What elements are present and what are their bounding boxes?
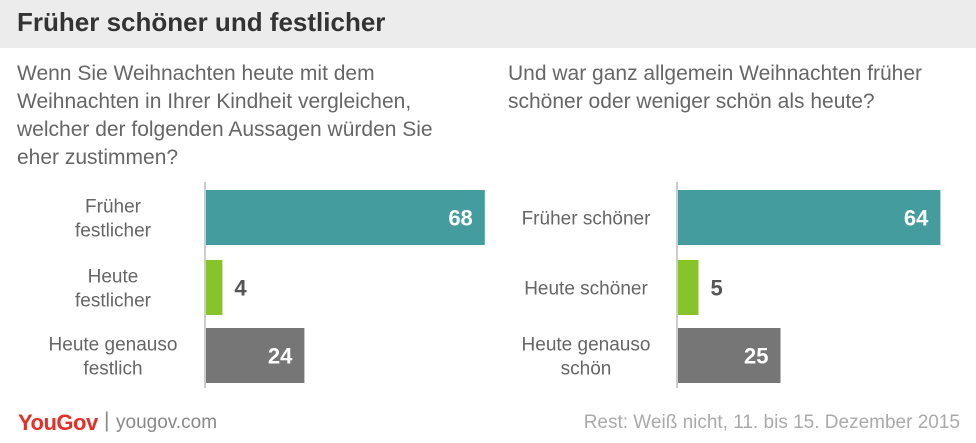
bar-charts: 68 Früher festlicher 4 Heute festlicher 24 Heut… [49, 182, 941, 388]
left-category-label-2: Heute genauso festlich [49, 335, 178, 380]
left-value-label-1: 4 [234, 276, 247, 301]
yougov-logo: YouGov [18, 410, 98, 435]
right-bar-1 [678, 260, 699, 315]
right-category-label-2: Heute genauso schön [522, 335, 651, 380]
left-bar-0 [206, 190, 485, 245]
right-value-label-1: 5 [711, 276, 723, 301]
title-bar: Früher schöner und festlicher [0, 0, 976, 48]
left-category-label-1: Heute festlicher [75, 267, 152, 312]
footer-url[interactable]: yougov.com [116, 412, 218, 433]
right-category-label-1: Heute schöner [524, 279, 648, 300]
right-bar-0 [678, 190, 941, 245]
right-bar-2 [678, 328, 781, 383]
right-value-label-2: 25 [744, 344, 768, 369]
left-value-label-2: 24 [268, 344, 293, 369]
left-category-label-0: Früher festlicher [75, 197, 152, 242]
footer-note: Rest: Weiß nicht, 11. bis 15. Dezember 2… [583, 412, 960, 433]
right-value-label-0: 64 [904, 206, 929, 231]
page-title: Früher schöner und festlicher [17, 7, 386, 37]
footer-separator: | [104, 409, 110, 432]
left-bar-1 [206, 260, 223, 315]
right-category-label-0: Früher schöner [522, 209, 652, 230]
right-question: Und war ganz allgemein Weihnachten frühe… [508, 62, 923, 113]
left-question: Wenn Sie Weihnachten heute mit dem Weihn… [17, 62, 433, 169]
left-value-label-0: 68 [448, 206, 472, 231]
left-bar-2 [206, 328, 305, 383]
